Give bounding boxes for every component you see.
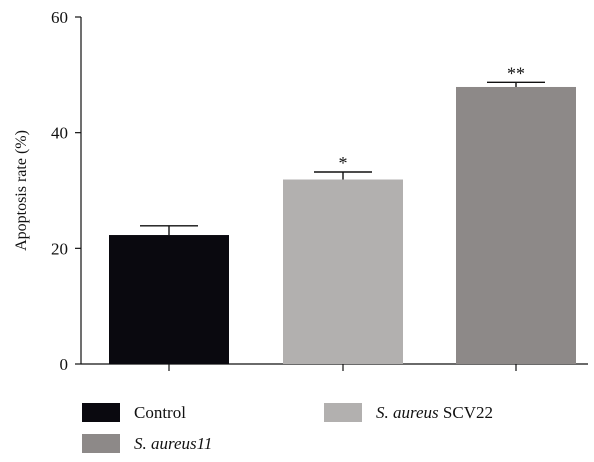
- legend-label: S. aureus11: [134, 434, 212, 453]
- legend: Control S. aureus SCV22 S. aureus11: [82, 403, 493, 453]
- bar: [283, 179, 403, 364]
- legend-swatch: [82, 434, 120, 453]
- y-tick-label: 60: [51, 8, 68, 27]
- significance-label: *: [339, 153, 348, 173]
- legend-label: Control: [134, 403, 186, 422]
- legend-swatch: [82, 403, 120, 422]
- y-axis-title: Apoptosis rate (%): [13, 130, 30, 251]
- bar: [456, 86, 576, 364]
- legend-label: S. aureus SCV22: [376, 403, 493, 422]
- y-tick-label: 40: [51, 124, 68, 143]
- significance-label: **: [507, 63, 525, 83]
- bar: [109, 235, 229, 364]
- y-tick-label: 0: [60, 355, 69, 374]
- bars: ***: [109, 63, 576, 364]
- legend-swatch: [324, 403, 362, 422]
- y-tick-label: 20: [51, 239, 68, 258]
